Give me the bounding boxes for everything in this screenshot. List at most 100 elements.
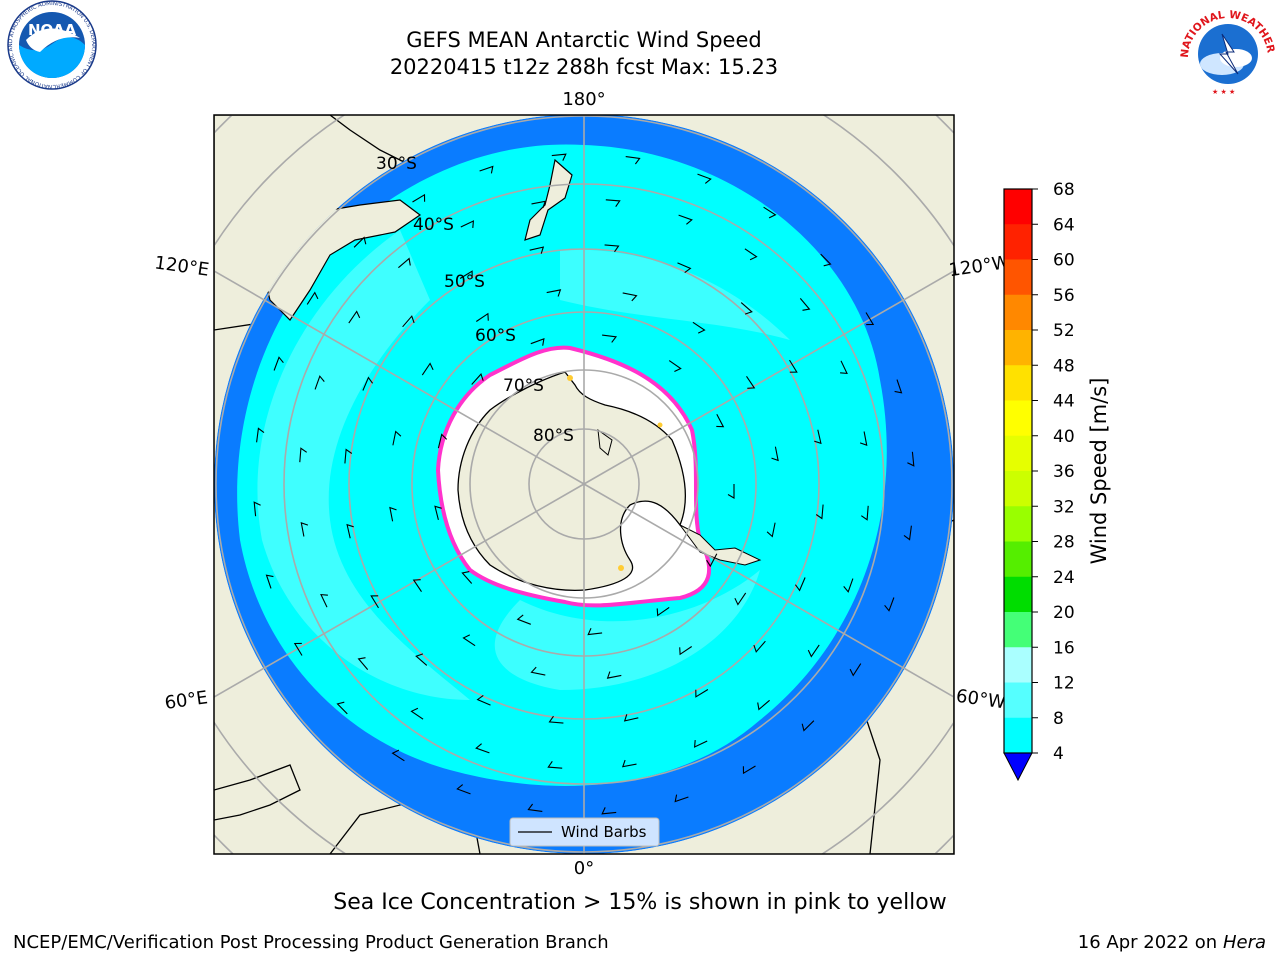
colorbar-tick-label: 56 bbox=[1053, 286, 1075, 306]
wind-barb bbox=[551, 153, 567, 161]
wind-barb bbox=[884, 597, 895, 612]
wind-barb bbox=[623, 714, 639, 722]
wind-barb bbox=[437, 433, 448, 449]
wind-barb bbox=[859, 431, 868, 447]
colorbar-tick-label: 52 bbox=[1053, 321, 1075, 341]
wind-barb bbox=[815, 504, 824, 520]
wind-barbs-legend: Wind Barbs bbox=[509, 817, 660, 847]
wind-barb bbox=[389, 506, 397, 522]
lon-label-60w: 60°W bbox=[955, 686, 1007, 714]
wind-barb bbox=[476, 694, 491, 706]
wind-barb bbox=[695, 689, 709, 698]
wind-barb bbox=[716, 414, 725, 428]
wind-barb bbox=[412, 193, 426, 203]
noaa-logo: NATIONAL OCEANIC AND ATMOSPHERIC ADMINIS… bbox=[0, 0, 97, 90]
colorbar-segment bbox=[1004, 682, 1032, 719]
wind-barb bbox=[746, 375, 756, 389]
wind-barb bbox=[456, 784, 471, 795]
lat-label-30s: 30°S bbox=[376, 154, 417, 174]
colorbar-segment bbox=[1004, 330, 1032, 366]
wind-barb bbox=[547, 760, 563, 769]
wind-barb bbox=[392, 430, 402, 446]
svg-text:★ ★ ★: ★ ★ ★ bbox=[1212, 88, 1235, 96]
new-zealand-landmass bbox=[524, 158, 573, 241]
wind-barb bbox=[587, 627, 603, 636]
map-title: GEFS MEAN Antarctic Wind Speed bbox=[406, 28, 762, 52]
lon-label-120w: 120°W bbox=[947, 252, 1011, 281]
noaa-logo-text: NOAA bbox=[28, 21, 77, 39]
colorbar-tick-label: 20 bbox=[1053, 603, 1075, 623]
wind-barb bbox=[697, 173, 712, 184]
wind-barb bbox=[531, 200, 547, 209]
wind-barb bbox=[820, 253, 832, 267]
sea-ice-yellow-patch bbox=[567, 375, 573, 381]
wind-barb bbox=[753, 640, 766, 653]
wind-barb bbox=[320, 593, 328, 608]
wind-barb bbox=[461, 571, 473, 584]
colorbar-label: Wind Speed [m/s] bbox=[1087, 378, 1111, 565]
wind-barb bbox=[807, 644, 820, 658]
wind-barb bbox=[265, 574, 274, 589]
wind-barb bbox=[412, 579, 422, 593]
wind-barb bbox=[273, 356, 284, 371]
wind-barb bbox=[678, 214, 693, 225]
colorbar-tick-label: 4 bbox=[1053, 744, 1064, 764]
wind-barb bbox=[794, 577, 806, 592]
wind-barb bbox=[843, 578, 854, 593]
wind-barb bbox=[462, 634, 476, 647]
wind-barb bbox=[674, 794, 689, 803]
wind-barb bbox=[734, 592, 747, 606]
wind-barb bbox=[336, 701, 348, 715]
map-frame bbox=[213, 114, 955, 855]
colorbar-segment bbox=[1004, 612, 1032, 648]
wind-barb bbox=[530, 337, 545, 346]
wind-barb bbox=[814, 429, 822, 445]
colorbar-segment bbox=[1004, 506, 1032, 542]
wind-barb bbox=[692, 321, 706, 334]
footer-host: Hera bbox=[1222, 932, 1266, 953]
wind-barb bbox=[546, 289, 562, 297]
wind-barb bbox=[306, 291, 319, 305]
lat-label-70s: 70°S bbox=[503, 376, 544, 396]
ocean-band-12-16-south bbox=[494, 570, 760, 690]
lat-label-40s: 40°S bbox=[413, 215, 454, 235]
colorbar-tick-label: 48 bbox=[1053, 356, 1075, 376]
ocean-band-12-16-west bbox=[257, 230, 470, 700]
lon-label-180: 180° bbox=[562, 89, 605, 110]
wind-barb bbox=[771, 446, 779, 462]
colorbar-segment bbox=[1004, 189, 1032, 225]
wind-barb bbox=[849, 663, 862, 677]
wind-barb bbox=[293, 642, 303, 656]
colorbar-segment bbox=[1004, 717, 1032, 754]
lon-label-0: 0° bbox=[574, 858, 594, 879]
colorbar-tick-label: 16 bbox=[1053, 638, 1075, 658]
wind-barb bbox=[398, 257, 411, 269]
wind-barb bbox=[346, 523, 354, 539]
wind-barb bbox=[300, 521, 309, 537]
wind-barb bbox=[907, 451, 915, 467]
wind-barb bbox=[529, 246, 545, 254]
wind-barb bbox=[766, 522, 776, 538]
colorbar-segment bbox=[1004, 541, 1032, 578]
colorbar-tick-label: 60 bbox=[1053, 251, 1075, 271]
wind-barb bbox=[740, 302, 753, 315]
longitude-lines bbox=[214, 115, 954, 854]
wind-barb bbox=[362, 376, 374, 391]
colorbar-tick-label: 12 bbox=[1053, 674, 1075, 694]
legend-label: Wind Barbs bbox=[561, 823, 647, 841]
colorbar-segment bbox=[1004, 224, 1032, 260]
wind-barb bbox=[415, 653, 428, 666]
wind-barb bbox=[548, 715, 564, 724]
wind-barb bbox=[527, 803, 543, 812]
lon-label-60e: 60°E bbox=[163, 687, 209, 714]
colorbar-segment bbox=[1004, 576, 1032, 613]
ross-ice-shelf-island bbox=[597, 428, 613, 456]
lat-label-80s: 80°S bbox=[533, 426, 574, 446]
wind-barb bbox=[601, 807, 617, 815]
colorbar-segment bbox=[1004, 259, 1032, 296]
wind-barb bbox=[757, 699, 770, 711]
wind-barb bbox=[370, 595, 379, 609]
wind-barb bbox=[622, 292, 638, 302]
colorbar-tick-label: 44 bbox=[1053, 392, 1075, 412]
